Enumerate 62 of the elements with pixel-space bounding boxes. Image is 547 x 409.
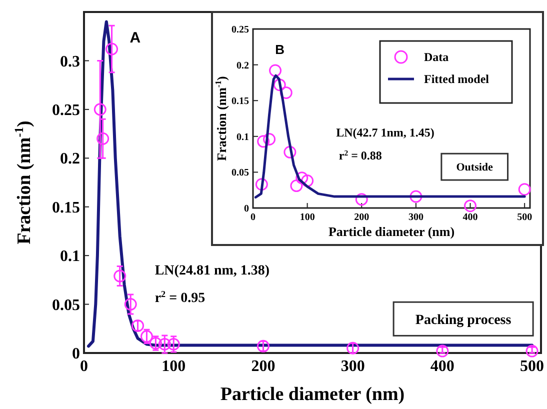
annotation: Outside <box>456 162 494 174</box>
point <box>290 180 303 192</box>
x-tick-label: 300 <box>408 212 424 223</box>
y-tick-label: 0.15 <box>232 96 249 108</box>
point <box>284 146 296 158</box>
legend-label: Fitted model <box>424 72 490 86</box>
point <box>106 42 118 56</box>
x-axis-title: Particle diameter (nm) <box>328 224 455 239</box>
point <box>436 344 449 358</box>
point <box>96 132 110 145</box>
annotation: r$^{2}$ = 0.95 <box>154 288 206 306</box>
point <box>273 78 286 92</box>
x-tick-label: 400 <box>430 358 454 375</box>
point <box>149 337 162 350</box>
point <box>526 344 538 358</box>
x-tick-label: 100 <box>300 212 315 223</box>
y-tick-label: 0.2 <box>60 150 80 168</box>
point <box>167 338 180 350</box>
y-tick-label: 0.2 <box>236 60 249 72</box>
point <box>94 103 106 116</box>
x-tick-label: 400 <box>462 212 478 223</box>
y-tick-label: 0.15 <box>52 199 80 216</box>
annotation: LN(24.81 nm, 1.38) <box>154 264 270 279</box>
point <box>257 135 270 148</box>
point <box>124 298 137 311</box>
y-tick-label: 0.1 <box>236 132 249 143</box>
point <box>269 64 282 77</box>
point <box>464 200 477 212</box>
annotation: LN(42.7 1nm, 1.45) <box>336 125 434 140</box>
point <box>346 342 360 354</box>
annotation: B <box>275 42 285 58</box>
x-tick-label: 500 <box>517 212 532 223</box>
point <box>518 183 531 196</box>
point <box>280 86 292 99</box>
point <box>140 330 153 343</box>
x-tick-label: 300 <box>340 358 365 375</box>
point <box>158 338 171 350</box>
point <box>301 174 314 188</box>
y-tick-label: 0.25 <box>232 24 249 36</box>
y-tick-label: 0 <box>244 204 249 214</box>
legend-label: Data <box>424 50 449 64</box>
x-tick-label: 200 <box>251 358 276 375</box>
x-axis-title: Particle diameter (nm) <box>220 384 405 405</box>
annotation: A <box>130 30 141 47</box>
point <box>263 133 276 146</box>
x-tick-label: 100 <box>162 358 186 375</box>
annotation: r$^{2}$ = 0.88 <box>338 148 382 163</box>
y-tick-label: 0.1 <box>60 248 80 266</box>
y-tick-label: 0.3 <box>60 53 80 70</box>
annotation: Packing process <box>415 312 512 328</box>
point <box>132 319 144 332</box>
x-tick-label: 500 <box>520 358 544 375</box>
point <box>255 178 268 191</box>
point <box>410 190 422 203</box>
point <box>114 270 126 282</box>
y-tick-label: 0.05 <box>52 296 80 314</box>
y-tick-label: 0.25 <box>52 102 80 120</box>
x-tick-label: 200 <box>354 212 370 223</box>
y-tick-label: 0.05 <box>232 168 249 179</box>
point <box>296 172 308 184</box>
point <box>355 193 368 206</box>
y-tick-label: 0 <box>72 346 80 363</box>
